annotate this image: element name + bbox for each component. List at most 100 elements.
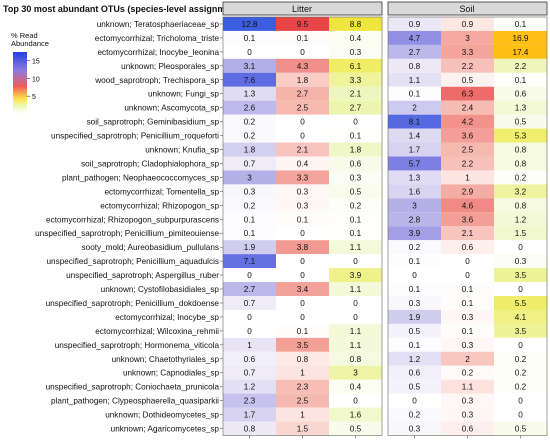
heatmap-cell-litter: [329, 379, 382, 394]
cell-value-label: 0.8: [350, 355, 362, 364]
heatmap-cell-soil: [441, 142, 494, 157]
cell-value-label: 4.1: [515, 313, 527, 322]
heatmap-cell-litter: [223, 44, 276, 59]
cell-value-label: 0.2: [462, 369, 474, 378]
row-label: unspecified_saprotroph; Penicillium_aqua…: [47, 257, 220, 266]
heatmap-cell-soil: [388, 170, 441, 185]
cell-value-label: 9.5: [297, 20, 309, 29]
heatmap-cell-soil: [494, 254, 547, 269]
legend-title-line-1: % Read: [11, 31, 38, 40]
row-label: unspecified_saprotroph; Hormonema_vitico…: [55, 341, 220, 350]
cell-value-label: 0.6: [350, 159, 362, 168]
cell-value-label: 0.3: [462, 397, 474, 406]
cell-value-label: 0: [465, 271, 470, 280]
cell-value-label: 0: [518, 285, 523, 294]
cell-value-label: 3.2: [515, 187, 527, 196]
heatmap-cell-litter: [276, 86, 329, 101]
heatmap-cell-soil: [441, 309, 494, 324]
row-label: ectomycorrhizal; Inocybe_leonina: [97, 48, 219, 57]
cell-value-label: 0.1: [462, 285, 474, 294]
heatmap-cell-litter: [329, 351, 382, 366]
cell-value-label: 1.1: [350, 243, 362, 252]
heatmap-cell-soil: [441, 44, 494, 59]
cell-value-label: 1.3: [515, 104, 527, 113]
cell-value-label: 1: [300, 411, 305, 420]
cell-value-label: 0.1: [350, 229, 362, 238]
cell-value-label: 0.3: [350, 48, 362, 57]
heatmap-cell-soil: [388, 296, 441, 310]
cell-value-label: 0.8: [515, 201, 527, 210]
heatmap-cell-litter: [329, 198, 382, 213]
cell-value-label: 0: [353, 313, 358, 322]
heatmap-cell-litter: [276, 58, 329, 73]
row-label: wood_saprotroph; Trechispora_sp: [94, 76, 219, 85]
heatmap-cell-soil: [441, 365, 494, 380]
cell-value-label: 2.2: [515, 62, 527, 71]
cell-value-label: 3: [412, 201, 417, 210]
heatmap-cell-soil: [441, 282, 494, 296]
row-label: plant_pathogen; Neophaeococcomyces_sp: [62, 173, 219, 182]
heatmap-cell-soil: [494, 170, 547, 185]
heatmap-cell-litter: [329, 128, 382, 143]
cell-value-label: 3.5: [515, 327, 527, 336]
row-label: unspecified_saprotroph; Coniochaeta_prun…: [46, 383, 220, 392]
heatmap-cell-litter: [223, 212, 276, 227]
heatmap-cell-soil: [388, 379, 441, 394]
heatmap-cell-soil: [441, 379, 494, 394]
heatmap-cell-soil: [441, 226, 494, 241]
cell-value-label: 2.7: [297, 90, 309, 99]
heatmap-cell-litter: [276, 100, 329, 115]
cell-value-label: 1.5: [297, 425, 309, 434]
cell-value-label: 1.7: [409, 146, 421, 155]
heatmap-cell-litter: [329, 212, 382, 227]
cell-value-label: 2.6: [244, 104, 256, 113]
cell-value-label: 0.8: [515, 159, 527, 168]
row-label: unknown; Agaricomycetes_sp: [111, 425, 220, 434]
cell-value-label: 8.8: [350, 20, 362, 29]
heatmap-cell-litter: [276, 170, 329, 185]
cell-value-label: 0: [300, 132, 305, 141]
cell-value-label: 0: [300, 48, 305, 57]
heatmap-cell-soil: [388, 17, 441, 31]
heatmap-cell-litter: [329, 393, 382, 408]
cell-value-label: 0.6: [409, 369, 421, 378]
heatmap-cell-litter: [329, 309, 382, 324]
cell-value-label: 4.3: [297, 62, 309, 71]
cell-value-label: 0.5: [350, 425, 362, 434]
cell-value-label: 0.5: [462, 76, 474, 85]
heatmap-cell-litter: [329, 44, 382, 59]
cell-value-label: 3: [465, 34, 470, 43]
row-label: unknown; Capnodiales_sp: [123, 369, 219, 378]
heatmap-cell-litter: [329, 170, 382, 185]
heatmap-cell-soil: [494, 128, 547, 143]
heatmap-cell-soil: [388, 198, 441, 213]
cell-value-label: 1.7: [244, 411, 256, 420]
legend-title-line-2: Abundance: [11, 39, 49, 48]
heatmap-cell-soil: [494, 30, 547, 45]
row-label: unknown; Chaetothyriales_sp: [112, 355, 220, 364]
cell-value-label: 4.6: [462, 201, 474, 210]
heatmap-cell-soil: [494, 407, 547, 422]
heatmap-cell-litter: [223, 407, 276, 422]
heatmap-cell-litter: [223, 17, 276, 31]
row-label: ectomycorrhizal; Rhizopogon_sp: [100, 201, 219, 210]
cell-value-label: 0.5: [515, 118, 527, 127]
cell-value-label: 0.2: [409, 411, 421, 420]
heatmap-cell-litter: [223, 30, 276, 45]
cell-value-label: 0.2: [350, 201, 362, 210]
heatmap-cell-soil: [441, 156, 494, 171]
heatmap-cell-litter: [329, 184, 382, 199]
cell-value-label: 0.8: [244, 425, 256, 434]
heatmap-cell-litter: [223, 86, 276, 101]
cell-value-label: 3.6: [462, 132, 474, 141]
cell-value-label: 0.1: [350, 132, 362, 141]
cell-value-label: 0.1: [515, 20, 527, 29]
heatmap-cell-soil: [441, 296, 494, 310]
heatmap-cell-soil: [441, 323, 494, 338]
row-label: sooty_mold; Aureobasidium_pullulans: [82, 243, 219, 252]
cell-value-label: 0.4: [297, 159, 309, 168]
heatmap-cell-litter: [223, 114, 276, 129]
cell-value-label: 0: [247, 327, 252, 336]
cell-value-label: 0.1: [244, 229, 256, 238]
